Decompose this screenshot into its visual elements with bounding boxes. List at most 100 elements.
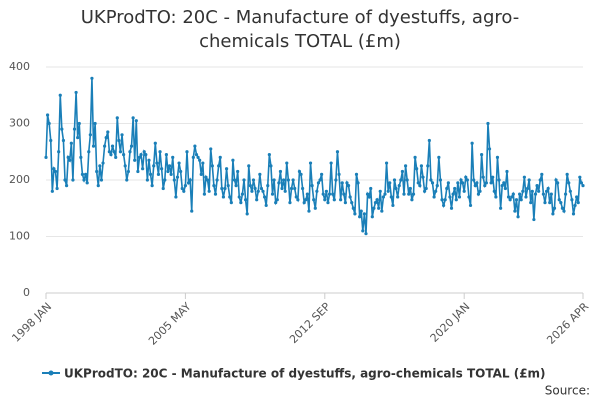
data-point [156,172,161,176]
data-point [296,198,300,202]
data-point [394,186,398,191]
data-point [537,189,541,193]
data-point [426,164,430,168]
data-point [473,184,477,188]
data-point [163,178,167,182]
data-point [443,198,447,202]
legend-label: UKProdTO: 20C - Manufacture of dyestuffs… [64,367,546,381]
data-point [462,189,466,193]
data-point [305,192,309,196]
data-point [95,169,99,174]
data-point [494,195,498,199]
data-point [359,209,363,213]
data-point [255,198,259,202]
data-point [492,189,496,193]
data-point [220,186,224,191]
data-point [166,169,170,174]
data-point [565,172,569,176]
data-point [556,181,560,185]
data-point [356,181,360,185]
data-point [205,178,210,182]
data-point [307,209,311,213]
data-point [297,169,302,174]
data-point [153,141,157,145]
data-point [384,161,389,165]
data-point [541,192,545,196]
data-point [533,192,538,196]
data-point [491,175,495,179]
data-point [560,206,565,210]
data-point [201,161,205,165]
data-point [413,155,417,159]
data-point [308,161,313,165]
data-point [55,186,59,191]
data-point [152,164,156,168]
data-point [299,172,303,176]
data-point [267,152,271,157]
data-point [237,195,241,199]
data-point [204,175,208,179]
data-point [392,178,397,182]
legend-marker [48,370,54,376]
data-point [304,198,308,202]
x-tick-label: 2005 MAY [146,300,194,348]
data-point [64,184,69,188]
data-point [228,195,232,199]
data-point [229,201,233,205]
data-point [497,178,501,182]
data-point [234,184,238,188]
data-point [318,178,322,182]
data-point [440,198,444,202]
data-point [339,198,343,202]
data-point [218,155,222,159]
x-tick-label: 2026 APR [544,300,591,347]
data-point [334,178,338,182]
data-point [272,178,276,182]
data-point [52,167,56,171]
data-point [207,189,211,193]
data-point [109,152,113,157]
data-point [172,178,176,182]
series-line [45,78,584,234]
data-point [60,127,64,131]
data-point [522,175,526,179]
data-point [125,178,129,182]
data-point [416,181,420,185]
data-point [263,195,267,199]
data-point [407,192,411,196]
data-point [451,192,455,196]
data-point [179,169,183,174]
data-point [383,192,387,196]
data-point [326,201,330,205]
data-point [186,181,191,185]
data-point [373,201,378,205]
data-point [98,164,102,168]
data-point [61,138,66,143]
data-point [399,178,403,182]
data-point [372,206,376,210]
data-point [459,178,463,182]
data-point [301,186,305,191]
data-point [527,178,531,182]
data-point [502,181,506,185]
data-point [126,169,130,174]
data-point [158,150,162,154]
data-point [486,121,490,126]
data-point [57,150,61,154]
data-point [445,186,449,191]
data-point [454,198,458,202]
data-point [212,184,216,188]
data-point [468,203,473,208]
data-point [461,181,465,185]
data-point [543,201,547,205]
data-point [388,181,392,185]
data-point [258,172,262,176]
data-point [438,178,443,182]
data-point [275,198,279,202]
data-point [421,175,425,179]
data-point [283,189,287,193]
data-point [348,195,352,199]
data-point [289,186,294,191]
data-point [364,232,368,236]
data-point [579,181,584,185]
